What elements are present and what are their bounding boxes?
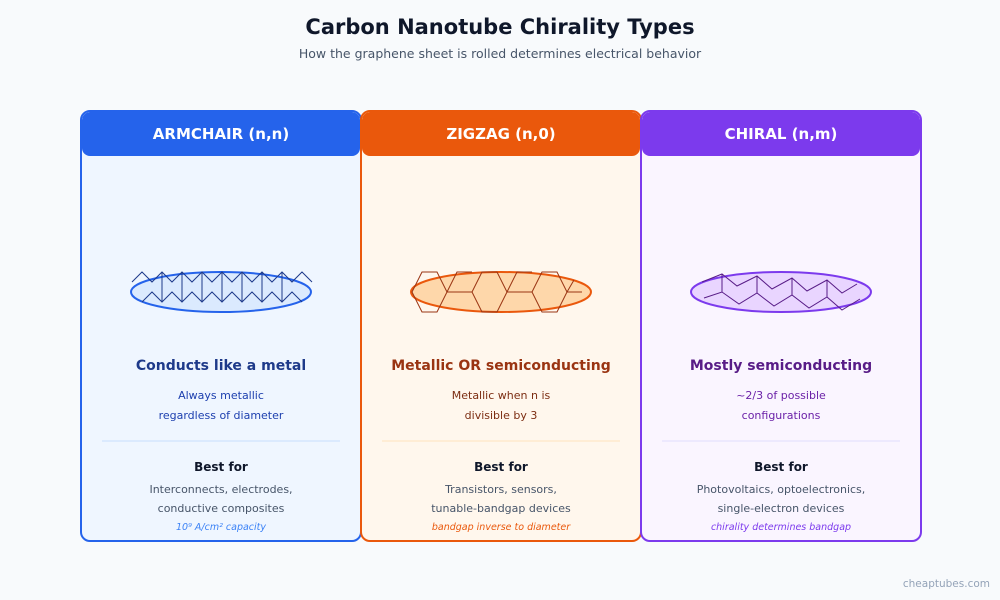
armchair-card: ARMCHAIR (n,n) Conducts like a metal Alw… [80,110,362,542]
best-for-line: conductive composites [157,501,285,515]
best-for-line: Interconnects, electrodes, [149,483,293,496]
card-headline: Metallic OR semiconducting [391,358,611,374]
card-header: ZIGZAG (n,0) [362,112,640,156]
best-for-text: Photovoltaics, optoelectronics, single-e… [642,481,920,518]
zigzag-card: ZIGZAG (n,0) Metallic OR semiconducting … [360,110,642,542]
description-line: configurations [741,409,821,422]
best-for-line: Photovoltaics, optoelectronics, [696,483,866,496]
card-description: ~2/3 of possible configurations [642,386,920,426]
armchair-nanotube-icon [130,271,313,313]
divider [662,440,900,442]
best-for-label: Best for [474,460,528,474]
card-note: bandgap inverse to diameter [431,522,571,533]
description-line: Always metallic [178,389,264,402]
divider [382,440,620,442]
description-line: ~2/3 of possible [736,389,826,402]
page-title: Carbon Nanotube Chirality Types [305,15,695,39]
card-headline: Conducts like a metal [135,358,307,374]
best-for-text: Interconnects, electrodes, conductive co… [82,481,360,518]
card-headline: Mostly semiconducting [689,358,873,374]
zigzag-nanotube-icon [410,271,592,313]
best-for-line: tunable-bandgap devices [431,501,571,515]
card-description: Metallic when n is divisible by 3 [362,386,640,426]
page-subtitle: How the graphene sheet is rolled determi… [298,46,702,61]
card-note: chirality determines bandgap [710,522,852,533]
card-header: ARMCHAIR (n,n) [82,112,360,156]
description-line: regardless of diameter [158,409,284,422]
description-line: divisible by 3 [464,409,538,422]
best-for-line: single-electron devices [717,501,845,515]
card-header: CHIRAL (n,m) [642,112,920,156]
description-line: Metallic when n is [451,389,551,402]
best-for-label: Best for [754,460,808,474]
chiral-card: CHIRAL (n,m) Mostly semiconducting ~2/3 … [640,110,922,542]
best-for-label: Best for [194,460,248,474]
card-description: Always metallic regardless of diameter [82,386,360,426]
watermark: cheaptubes.com [902,578,990,590]
card-note: 10⁹ A/cm² capacity [175,522,267,533]
best-for-text: Transistors, sensors, tunable-bandgap de… [362,481,640,518]
best-for-line: Transistors, sensors, [445,483,557,496]
divider [102,440,340,442]
chiral-nanotube-icon [690,271,872,313]
